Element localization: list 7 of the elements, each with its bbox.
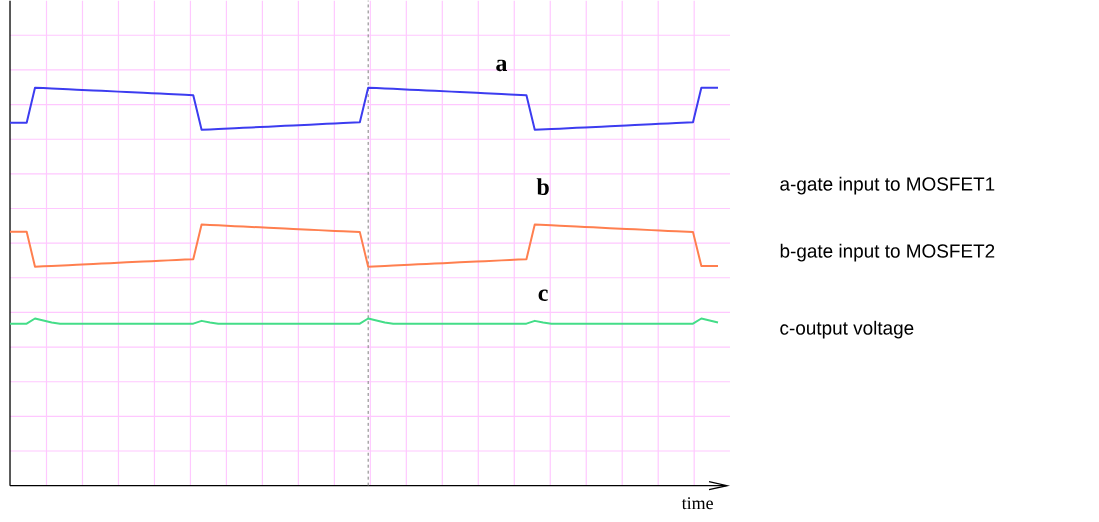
text: b-gate input to MOSFET2 — [780, 243, 995, 262]
series-label: a — [496, 59, 508, 72]
text: a-gate input to MOSFET1 — [780, 176, 995, 195]
series-label: c — [538, 289, 548, 302]
series-label: b — [536, 178, 549, 196]
text: c-output voltage — [780, 320, 914, 339]
x-axis-title: time — [681, 497, 713, 510]
